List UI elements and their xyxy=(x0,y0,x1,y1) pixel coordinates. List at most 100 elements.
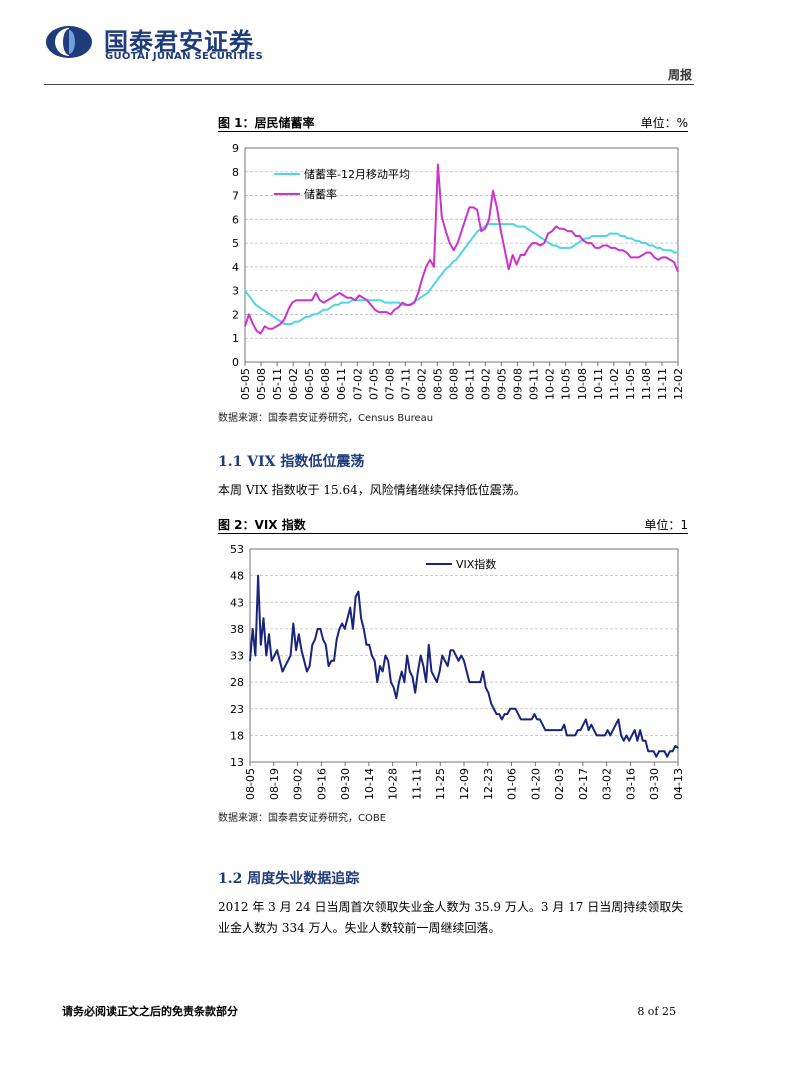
savings-chart-series-2-point xyxy=(543,242,545,244)
savings-chart-series-2-point xyxy=(303,299,305,301)
vix-chart-series-1-point xyxy=(374,660,376,662)
vix-chart-series-1-point xyxy=(379,665,381,667)
vix-chart-series-1-point xyxy=(398,681,400,683)
vix-chart-series-1-point xyxy=(441,654,443,657)
savings-chart-series-1-point xyxy=(466,244,468,247)
vix-chart-series-1-point xyxy=(509,708,511,710)
savings-chart-series-1-point xyxy=(362,299,364,301)
savings-chart-xtick-label: 10-08 xyxy=(576,368,589,400)
savings-chart-series-2-point xyxy=(575,235,577,237)
savings-chart-xtick-label: 06-08 xyxy=(319,368,332,400)
savings-chart-xtick-label: 07-05 xyxy=(367,368,380,400)
savings-chart-series-2-point xyxy=(338,292,341,294)
vix-chart-series-1-point xyxy=(360,617,362,619)
vix-chart-series-1-point xyxy=(485,686,487,688)
vix-chart-series-1-point xyxy=(395,697,397,699)
savings-chart-series-1-point xyxy=(652,244,654,247)
savings-chart-series-2-point xyxy=(488,218,490,220)
savings-chart-series-1-point xyxy=(416,299,418,301)
savings-chart-series-2-point xyxy=(264,325,266,327)
savings-chart-series-1-point xyxy=(419,297,421,299)
vix-chart-series-1-point xyxy=(498,713,500,715)
vix-chart-series-1-point xyxy=(249,660,251,662)
vix-chart-series-1-point xyxy=(287,660,289,662)
vix-chart-series-1-point xyxy=(650,750,652,752)
vix-chart-series-1-point xyxy=(341,622,343,625)
vix-chart-series-1-point xyxy=(420,654,422,657)
savings-chart-series-2-point xyxy=(622,249,624,251)
vix-chart-ytick-label: 33 xyxy=(230,650,244,663)
savings-chart-series-2-point xyxy=(256,330,258,332)
savings-chart-ytick-label: 0 xyxy=(232,356,239,369)
vix-chart-series-1-point xyxy=(582,724,584,726)
vix-chart-series-1-point xyxy=(355,596,357,598)
savings-chart-series-1-point xyxy=(469,240,471,242)
savings-chart-series-2-point xyxy=(378,311,380,313)
vix-chart-xtick-label: 11-11 xyxy=(410,768,423,800)
savings-chart-series-1-point xyxy=(348,302,350,304)
vix-chart-series-1-point xyxy=(284,665,286,667)
vix-chart-series-1-point xyxy=(653,750,655,752)
vix-chart-series-1-point xyxy=(636,740,638,742)
vix-chart-series-1-point xyxy=(631,734,633,736)
vix-chart-series-1-point xyxy=(352,628,354,630)
vix-chart-series-1-point xyxy=(409,670,411,673)
vix-chart-series-1-point xyxy=(604,734,606,736)
savings-chart-series-2-point xyxy=(397,306,400,308)
vix-chart-xtick-label: 01-20 xyxy=(529,768,542,800)
vix-chart-series-1-line xyxy=(249,574,679,758)
savings-chart-series-2-point xyxy=(665,256,667,258)
savings-chart-xtick-label: 09-05 xyxy=(496,368,509,400)
vix-chart-series-1-point xyxy=(539,718,541,720)
savings-chart-series-2-point xyxy=(464,218,466,220)
savings-chart-series-2-point xyxy=(500,230,502,232)
vix-chart-series-1-point xyxy=(479,681,481,683)
vix-chart-series-1-point xyxy=(401,670,403,673)
vix-chart-series-1-point xyxy=(428,644,430,646)
savings-chart-ytick-label: 9 xyxy=(232,142,239,155)
section-text-unemployment: 2012 年 3 月 24 日当周首次领取失业金人数为 35.9 万人。3 月 … xyxy=(218,900,684,935)
vix-chart-series-1-point xyxy=(601,734,603,736)
vix-chart-series-1-point xyxy=(566,734,568,736)
savings-chart-series-2-point xyxy=(334,294,337,296)
vix-chart-series-1-point xyxy=(642,740,644,742)
vix-chart-series-1-point xyxy=(620,734,622,736)
savings-chart-series-1-point xyxy=(326,309,328,311)
vix-chart-series-1-point xyxy=(598,734,600,736)
vix-chart-series-1-point xyxy=(512,708,514,710)
savings-chart-series-1-point xyxy=(290,323,293,325)
vix-chart-series-1-point xyxy=(560,729,563,731)
savings-chart-series-2-point xyxy=(362,297,364,299)
vix-chart-series-1-point xyxy=(371,654,373,657)
vix-chart-series-1-point xyxy=(433,676,435,678)
savings-chart-series-2-point xyxy=(590,242,592,244)
savings-chart-series-1-point xyxy=(580,240,582,242)
savings-chart-series-1-point xyxy=(519,225,522,228)
vix-chart-xtick-label: 12-23 xyxy=(482,768,495,800)
savings-chart-xtick-label: 11-05 xyxy=(624,368,637,400)
savings-chart-series-1-point xyxy=(333,304,336,306)
savings-chart-series-1-point xyxy=(437,278,439,280)
savings-chart-series-1-point xyxy=(319,311,321,313)
savings-chart-xtick-label: 09-02 xyxy=(480,368,493,400)
savings-chart-ytick-label: 8 xyxy=(232,166,239,179)
savings-chart-series-2-point xyxy=(480,230,482,232)
vix-chart-series-1-point xyxy=(628,740,630,742)
savings-chart-series-2-point xyxy=(508,268,510,270)
savings-chart-series-2-point xyxy=(272,328,274,330)
savings-chart-series-1-point xyxy=(534,233,536,235)
vix-chart-series-1-point xyxy=(411,676,414,678)
savings-chart-series-1-point xyxy=(523,225,525,228)
savings-chart-series-2-point xyxy=(571,230,573,232)
vix-chart-series-1-point xyxy=(439,670,441,673)
savings-chart-series-1-point xyxy=(401,304,404,306)
vix-chart-series-1-point xyxy=(533,713,535,715)
savings-chart-series-2-point xyxy=(307,299,309,301)
savings-chart-series-1-point xyxy=(573,244,575,247)
savings-chart-xtick-label: 10-05 xyxy=(560,368,573,400)
savings-chart-series-1-point xyxy=(659,247,661,249)
savings-chart-series-1-point xyxy=(273,316,275,318)
vix-chart-series-1-point xyxy=(585,718,587,720)
vix-chart-series-1-point xyxy=(271,660,273,662)
savings-chart-series-1-point xyxy=(562,247,565,249)
